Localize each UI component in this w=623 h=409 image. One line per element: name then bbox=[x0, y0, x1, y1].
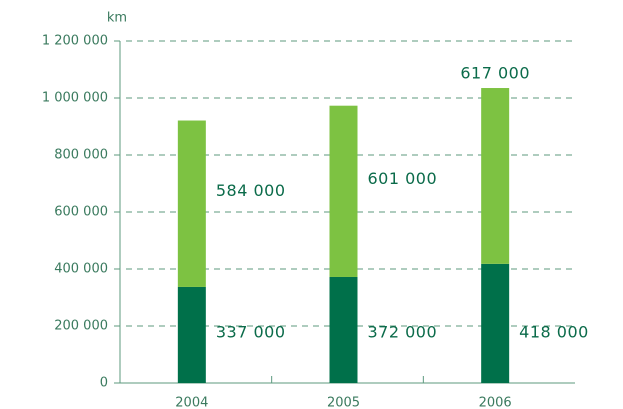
value-label: 617 000 bbox=[460, 64, 530, 83]
x-tick-label: 2004 bbox=[175, 396, 208, 409]
bar-segment bbox=[329, 276, 358, 383]
value-label: 337 000 bbox=[216, 323, 286, 342]
y-tick-label: 400 000 bbox=[54, 262, 108, 277]
y-tick-label: 600 000 bbox=[54, 205, 108, 220]
y-tick-label: 200 000 bbox=[54, 319, 108, 334]
value-label: 601 000 bbox=[368, 169, 438, 188]
y-axis-label: km bbox=[107, 11, 127, 26]
value-label: 584 000 bbox=[216, 181, 286, 200]
x-tick-label: 2006 bbox=[479, 396, 512, 409]
y-tick-label: 1 000 000 bbox=[42, 91, 108, 106]
value-label: 372 000 bbox=[368, 323, 438, 342]
y-tick-label: 0 bbox=[100, 376, 108, 391]
y-tick-label: 1 200 000 bbox=[42, 34, 108, 49]
bar-segment bbox=[329, 105, 358, 277]
bar-segment bbox=[177, 120, 206, 287]
value-label: 418 000 bbox=[519, 323, 589, 342]
bar-segment bbox=[481, 263, 510, 383]
x-tick-label: 2005 bbox=[327, 396, 360, 409]
bar-segment bbox=[177, 286, 206, 383]
y-tick-label: 800 000 bbox=[54, 148, 108, 163]
bar-segment bbox=[481, 88, 510, 264]
